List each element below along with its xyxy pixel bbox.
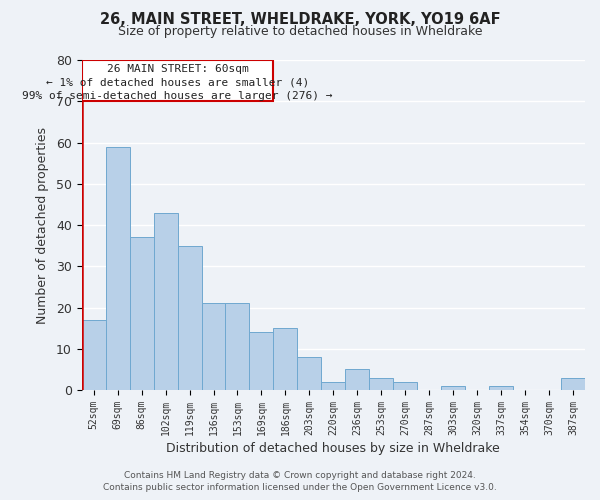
Bar — [82, 320, 106, 390]
Text: Contains HM Land Registry data © Crown copyright and database right 2024.
Contai: Contains HM Land Registry data © Crown c… — [103, 471, 497, 492]
Bar — [226, 304, 250, 390]
Text: 99% of semi-detached houses are larger (276) →: 99% of semi-detached houses are larger (… — [22, 91, 333, 101]
Bar — [130, 238, 154, 390]
Bar — [178, 246, 202, 390]
Bar — [250, 332, 274, 390]
Bar — [298, 357, 322, 390]
Text: 26 MAIN STREET: 60sqm: 26 MAIN STREET: 60sqm — [107, 64, 248, 74]
Bar — [561, 378, 585, 390]
Bar — [154, 212, 178, 390]
Bar — [369, 378, 393, 390]
Bar — [322, 382, 346, 390]
Bar — [489, 386, 513, 390]
Bar — [82, 60, 274, 102]
Text: 26, MAIN STREET, WHELDRAKE, YORK, YO19 6AF: 26, MAIN STREET, WHELDRAKE, YORK, YO19 6… — [100, 12, 500, 28]
Bar — [106, 146, 130, 390]
Y-axis label: Number of detached properties: Number of detached properties — [36, 126, 49, 324]
Bar — [441, 386, 465, 390]
Bar — [274, 328, 298, 390]
X-axis label: Distribution of detached houses by size in Wheldrake: Distribution of detached houses by size … — [166, 442, 500, 455]
Text: ← 1% of detached houses are smaller (4): ← 1% of detached houses are smaller (4) — [46, 78, 309, 88]
Bar — [393, 382, 417, 390]
Bar — [346, 370, 369, 390]
Text: Size of property relative to detached houses in Wheldrake: Size of property relative to detached ho… — [118, 25, 482, 38]
Bar — [202, 304, 226, 390]
